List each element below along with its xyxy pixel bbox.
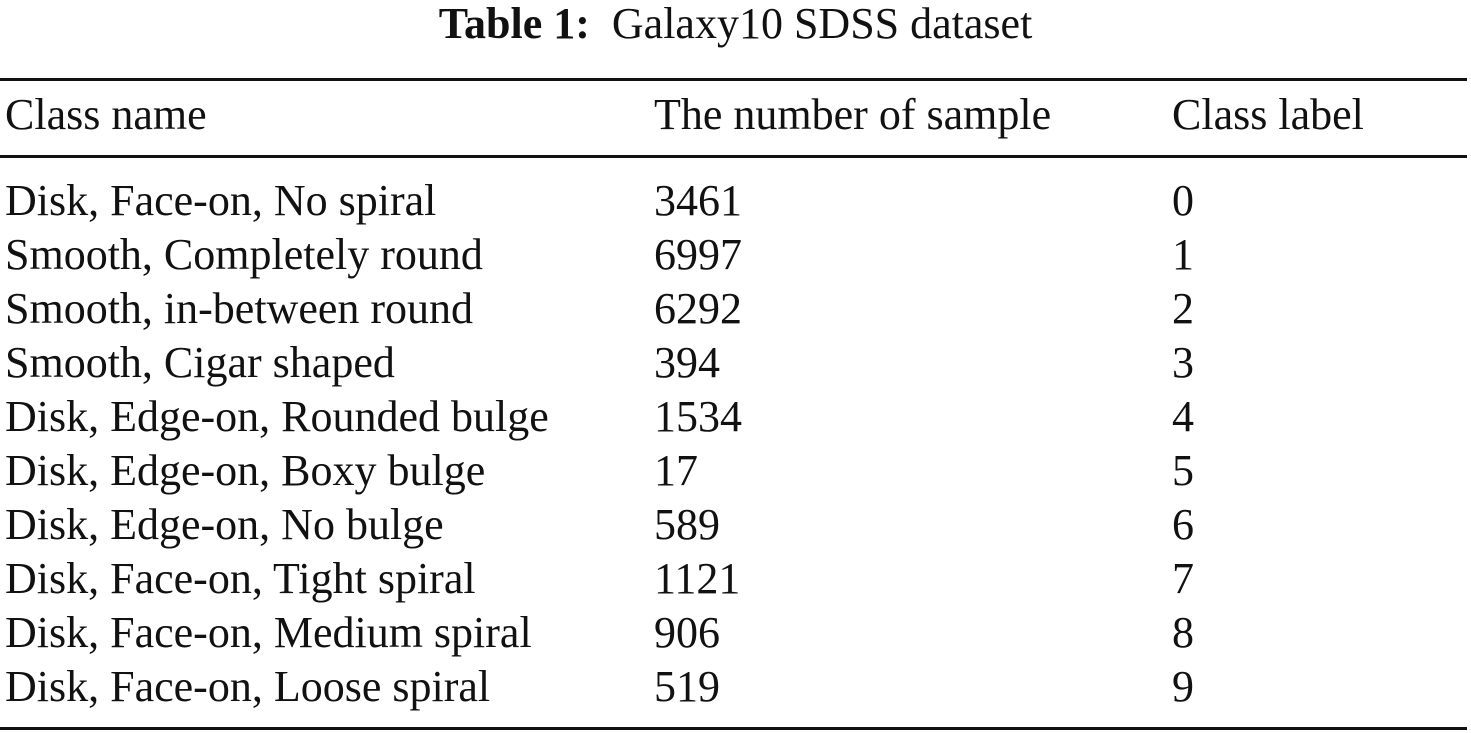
caption-label: Table 1: (438, 0, 590, 48)
bottom-rule (0, 727, 1467, 730)
cell-class-name: Disk, Face-on, No spiral (5, 176, 437, 225)
cell-class-label: 9 (1172, 662, 1194, 711)
table-row: Smooth, in-between round 6292 2 (0, 282, 1467, 336)
table-row: Disk, Face-on, Loose spiral 519 9 (0, 660, 1467, 714)
cell-sample-count: 1121 (654, 554, 741, 603)
cell-class-label: 4 (1172, 392, 1194, 441)
cell-class-name: Disk, Face-on, Medium spiral (5, 608, 532, 657)
table-row: Smooth, Completely round 6997 1 (0, 228, 1467, 282)
table-header-row: Class name The number of sample Class la… (0, 86, 1467, 144)
top-rule (0, 78, 1467, 81)
header-number-of-sample: The number of sample (654, 90, 1052, 139)
caption-title: Galaxy10 SDSS dataset (611, 0, 1033, 48)
header-class-label: Class label (1172, 90, 1364, 139)
cell-sample-count: 6997 (654, 230, 742, 279)
cell-sample-count: 394 (654, 338, 720, 387)
table-body: Disk, Face-on, No spiral 3461 0 Smooth, … (0, 174, 1467, 714)
cell-class-name: Smooth, in-between round (5, 284, 474, 333)
cell-sample-count: 17 (654, 446, 698, 495)
cell-class-name: Disk, Edge-on, No bulge (5, 500, 444, 549)
cell-class-name: Disk, Face-on, Loose spiral (5, 662, 491, 711)
cell-class-label: 2 (1172, 284, 1194, 333)
cell-class-name: Smooth, Cigar shaped (5, 338, 395, 387)
cell-sample-count: 1534 (654, 392, 742, 441)
cell-class-label: 0 (1172, 176, 1194, 225)
table-row: Disk, Face-on, Tight spiral 1121 7 (0, 552, 1467, 606)
table-row: Disk, Edge-on, Rounded bulge 1534 4 (0, 390, 1467, 444)
table-row: Disk, Face-on, No spiral 3461 0 (0, 174, 1467, 228)
header-rule (0, 155, 1467, 158)
cell-sample-count: 519 (654, 662, 720, 711)
table-row: Smooth, Cigar shaped 394 3 (0, 336, 1467, 390)
cell-class-label: 1 (1172, 230, 1194, 279)
cell-class-name: Smooth, Completely round (5, 230, 483, 279)
header-class-name: Class name (5, 90, 207, 139)
cell-sample-count: 6292 (654, 284, 742, 333)
cell-class-label: 7 (1172, 554, 1194, 603)
table-caption: Table 1: Galaxy10 SDSS dataset (0, 0, 1471, 52)
cell-class-label: 5 (1172, 446, 1194, 495)
cell-class-name: Disk, Edge-on, Rounded bulge (5, 392, 549, 441)
table-row: Disk, Face-on, Medium spiral 906 8 (0, 606, 1467, 660)
cell-class-label: 3 (1172, 338, 1194, 387)
cell-sample-count: 589 (654, 500, 720, 549)
cell-sample-count: 906 (654, 608, 720, 657)
table-row: Disk, Edge-on, Boxy bulge 17 5 (0, 444, 1467, 498)
table-row: Disk, Edge-on, No bulge 589 6 (0, 498, 1467, 552)
cell-class-name: Disk, Edge-on, Boxy bulge (5, 446, 486, 495)
cell-sample-count: 3461 (654, 176, 742, 225)
cell-class-label: 6 (1172, 500, 1194, 549)
cell-class-name: Disk, Face-on, Tight spiral (5, 554, 476, 603)
cell-class-label: 8 (1172, 608, 1194, 657)
